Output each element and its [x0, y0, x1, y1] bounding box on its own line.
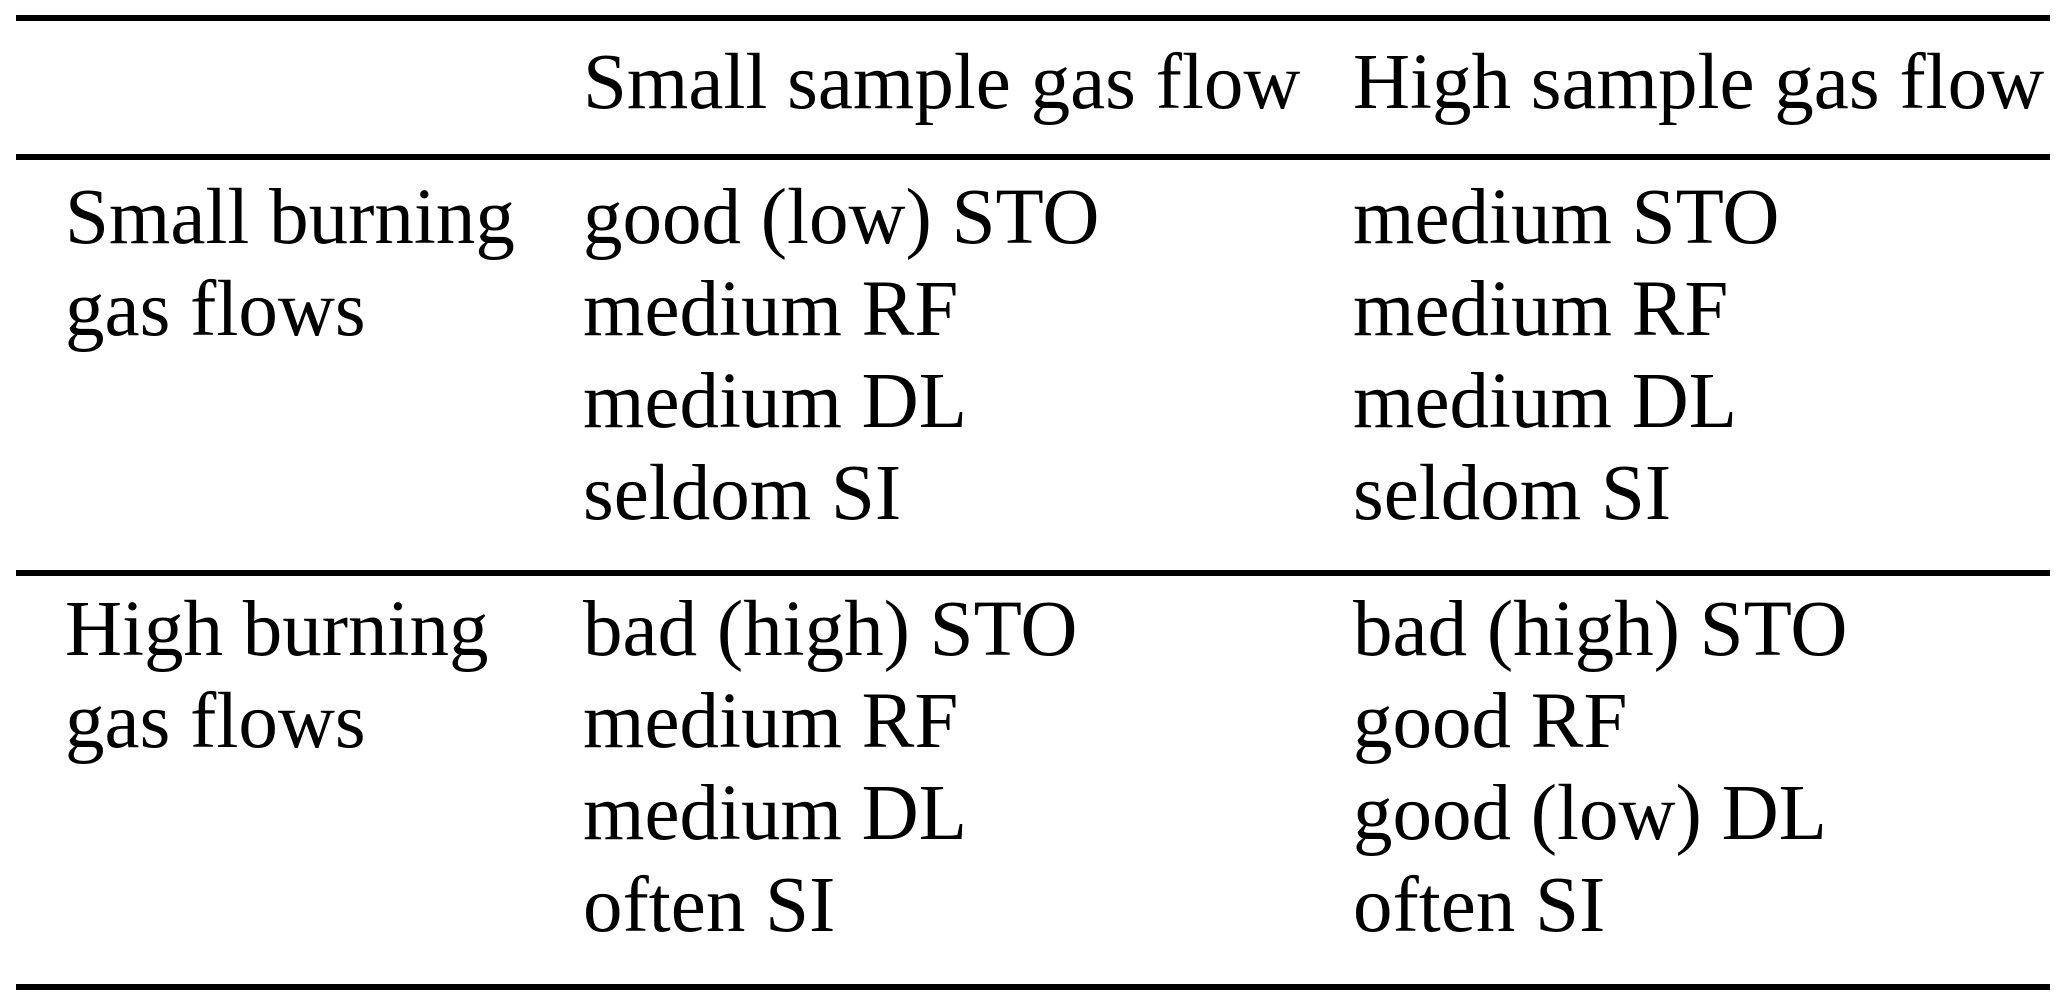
- cell-line: medium DL: [583, 770, 967, 857]
- column-header-empty: [16, 18, 583, 160]
- cell-line: good (low) DL: [1353, 770, 1827, 857]
- cell-small-burning-small-sample: good (low) STO medium RF medium DL seldo…: [583, 157, 1353, 576]
- row-header-line: gas flows: [65, 266, 366, 353]
- cell-line: seldom SI: [583, 450, 902, 537]
- results-table: Small sample gas flow High sample gas fl…: [16, 15, 2050, 990]
- cell-line: bad (high) STO: [1353, 586, 1848, 673]
- cell-line: seldom SI: [1353, 450, 1672, 537]
- cell-line: bad (high) STO: [583, 586, 1078, 673]
- column-header-high-sample-gas-flow: High sample gas flow: [1353, 18, 2050, 160]
- row-header-small-burning: Small burning gas flows: [16, 157, 583, 576]
- table-row: Small burning gas flows good (low) STO m…: [16, 157, 2050, 576]
- row-header-line: Small burning: [65, 174, 515, 261]
- cell-line: good (low) STO: [583, 174, 1100, 261]
- cell-line: medium DL: [1353, 358, 1737, 445]
- row-header-line: High burning: [65, 586, 489, 673]
- cell-high-burning-small-sample: bad (high) STO medium RF medium DL often…: [583, 573, 1353, 987]
- row-header-line: gas flows: [65, 678, 366, 765]
- cell-line: good RF: [1353, 678, 1628, 765]
- cell-small-burning-high-sample: medium STO medium RF medium DL seldom SI: [1353, 157, 2050, 576]
- cell-line: medium RF: [583, 678, 959, 765]
- cell-high-burning-high-sample: bad (high) STO good RF good (low) DL oft…: [1353, 573, 2050, 987]
- table-row: High burning gas flows bad (high) STO me…: [16, 573, 2050, 987]
- row-header-high-burning: High burning gas flows: [16, 573, 583, 987]
- table-header-row: Small sample gas flow High sample gas fl…: [16, 18, 2050, 160]
- cell-line: medium STO: [1353, 174, 1780, 261]
- cell-line: often SI: [1353, 862, 1606, 949]
- cell-line: medium RF: [1353, 266, 1729, 353]
- cell-line: medium DL: [583, 358, 967, 445]
- cell-line: often SI: [583, 862, 836, 949]
- column-header-small-sample-gas-flow: Small sample gas flow: [583, 18, 1353, 160]
- cell-line: medium RF: [583, 266, 959, 353]
